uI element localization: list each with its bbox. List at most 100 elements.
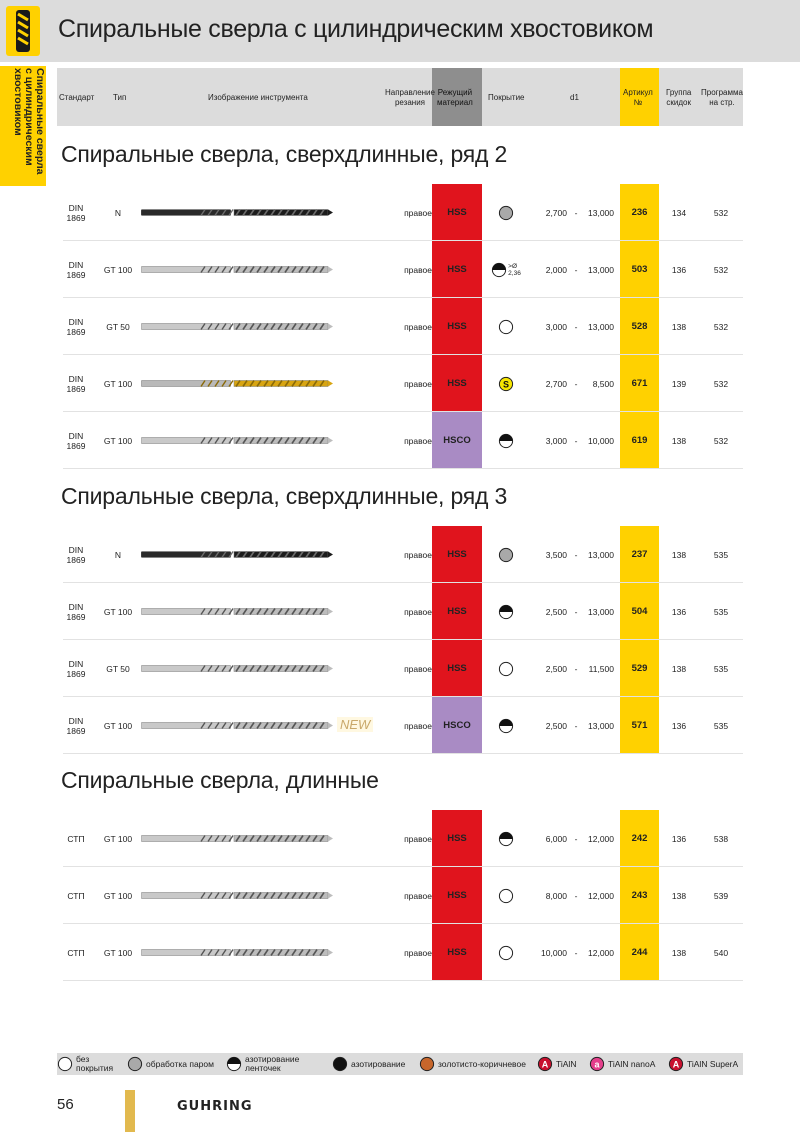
diameter-from: 8,000 bbox=[545, 890, 567, 901]
type-cell: N bbox=[114, 207, 122, 218]
table-row: СТП GT 100 правое HSS 10,000-12,000 244 138 540 bbox=[57, 924, 743, 981]
standard-text: СТП bbox=[67, 891, 84, 901]
discount-group: 136 bbox=[671, 606, 687, 617]
drill-logo-icon bbox=[6, 6, 40, 56]
direction-cell: правое bbox=[404, 549, 432, 560]
col-type: Тип bbox=[113, 93, 127, 102]
coating-cell bbox=[486, 583, 526, 640]
diameter-to: 13,000 bbox=[588, 606, 614, 617]
standard-line: DIN bbox=[68, 259, 84, 270]
row-divider bbox=[63, 297, 743, 298]
standard-text: DIN 1869 bbox=[67, 602, 86, 622]
table-row: DIN 1869 GT 100 правое HSCO 3,000-10,000 619 13… bbox=[57, 412, 743, 469]
coating-none-icon bbox=[498, 888, 514, 903]
direction-cell: правое bbox=[404, 207, 432, 218]
standard-line: DIN bbox=[68, 430, 84, 441]
coating-half-icon bbox=[498, 831, 514, 846]
footer-stripe bbox=[125, 1090, 135, 1132]
col-article-l1: Артикул bbox=[623, 88, 653, 97]
drill-image bbox=[141, 321, 333, 332]
coating-cell bbox=[486, 184, 526, 241]
program-page: 535 bbox=[713, 720, 729, 731]
coating-grey-icon bbox=[498, 547, 514, 562]
program-page: 532 bbox=[713, 435, 729, 446]
direction-cell: правое bbox=[404, 606, 432, 617]
diameter-dash: - bbox=[574, 663, 578, 674]
discount-group: 136 bbox=[671, 264, 687, 275]
legend-letter-light-icon: a bbox=[589, 1056, 605, 1072]
legend-label: TiAlN SuperA bbox=[687, 1059, 738, 1069]
row-divider bbox=[63, 639, 743, 640]
row-divider bbox=[63, 753, 743, 754]
legend-label: азотирование ленточек bbox=[245, 1055, 299, 1073]
col-material: Режущий материал bbox=[437, 88, 473, 107]
section-title: Спиральные сверла, сверхдлинные, ряд 2 bbox=[61, 141, 508, 167]
diameter-from: 10,000 bbox=[541, 947, 567, 958]
coating-note-line: >Ø bbox=[508, 262, 518, 270]
table-row: DIN 1869 GT 100 NEW правое HSCO 2,500-13,000 57… bbox=[57, 697, 743, 754]
diameter-from: 3,000 bbox=[545, 435, 567, 446]
type-cell: GT 100 bbox=[103, 435, 133, 446]
coating-cell bbox=[486, 810, 526, 867]
diameter-from: 2,500 bbox=[545, 720, 567, 731]
diameter-to: 11,500 bbox=[588, 663, 614, 674]
direction-cell: правое bbox=[404, 321, 432, 332]
discount-group: 138 bbox=[671, 549, 687, 560]
diameter-to: 8,500 bbox=[592, 378, 614, 389]
program-page: 532 bbox=[713, 207, 729, 218]
article-number: 671 bbox=[631, 378, 648, 389]
diameter-dash: - bbox=[574, 207, 578, 218]
standard-cell: DIN 1869 bbox=[57, 697, 95, 754]
program-page: 539 bbox=[713, 890, 729, 901]
standard-line: 1869 bbox=[66, 725, 86, 736]
material-cell-bg bbox=[432, 412, 482, 469]
standard-cell: DIN 1869 bbox=[57, 412, 95, 469]
table-row: СТП GT 100 правое HSS 6,000-12,000 242 136 538 bbox=[57, 810, 743, 867]
standard-line: 1869 bbox=[66, 440, 86, 451]
material-cell: HSS bbox=[447, 264, 467, 275]
svg-text:a: a bbox=[594, 1059, 600, 1069]
drill-image bbox=[141, 207, 333, 218]
type-cell: GT 100 bbox=[103, 947, 133, 958]
col-article-l2: № bbox=[633, 97, 643, 107]
coating-cell: S bbox=[486, 355, 526, 412]
svg-text:A: A bbox=[673, 1059, 680, 1069]
row-divider bbox=[63, 240, 743, 241]
standard-line: DIN bbox=[68, 715, 84, 726]
drill-image bbox=[141, 947, 333, 958]
material-cell-bg bbox=[432, 583, 482, 640]
program-page: 535 bbox=[713, 549, 729, 560]
program-page: 540 bbox=[713, 947, 729, 958]
standard-cell: СТП bbox=[57, 867, 95, 924]
svg-text:A: A bbox=[542, 1059, 549, 1069]
diameter-dash: - bbox=[574, 890, 578, 901]
type-cell: GT 50 bbox=[106, 321, 130, 332]
type-cell: GT 100 bbox=[103, 264, 133, 275]
type-cell: GT 100 bbox=[103, 833, 133, 844]
row-divider bbox=[63, 980, 743, 981]
drill-image bbox=[141, 663, 333, 674]
drill-image bbox=[141, 890, 333, 901]
row-divider bbox=[63, 468, 743, 469]
diameter-from: 2,500 bbox=[545, 606, 567, 617]
program-page: 535 bbox=[713, 606, 729, 617]
article-number: 619 bbox=[631, 435, 648, 446]
diameter-from: 2,700 bbox=[545, 378, 567, 389]
material-cell-bg bbox=[432, 355, 482, 412]
diameter-to: 13,000 bbox=[588, 321, 614, 332]
article-column-bg bbox=[620, 184, 659, 469]
legend-line: обработка паром bbox=[146, 1058, 214, 1069]
standard-text: DIN 1869 bbox=[67, 203, 86, 223]
standard-line: DIN bbox=[68, 544, 84, 555]
standard-cell: СТП bbox=[57, 810, 95, 867]
row-divider bbox=[63, 582, 743, 583]
drill-image bbox=[141, 549, 333, 560]
legend-item: азотирование bbox=[332, 1053, 405, 1075]
diameter-dash: - bbox=[574, 378, 578, 389]
section-side-tab bbox=[0, 66, 46, 186]
discount-group: 136 bbox=[671, 720, 687, 731]
drill-image bbox=[141, 606, 333, 617]
table-row: DIN 1869 GT 100 правое HSS S 2,700- 8,500 671 139… bbox=[57, 355, 743, 412]
coating-cell bbox=[486, 697, 526, 754]
legend-item: обработка паром bbox=[127, 1053, 214, 1075]
